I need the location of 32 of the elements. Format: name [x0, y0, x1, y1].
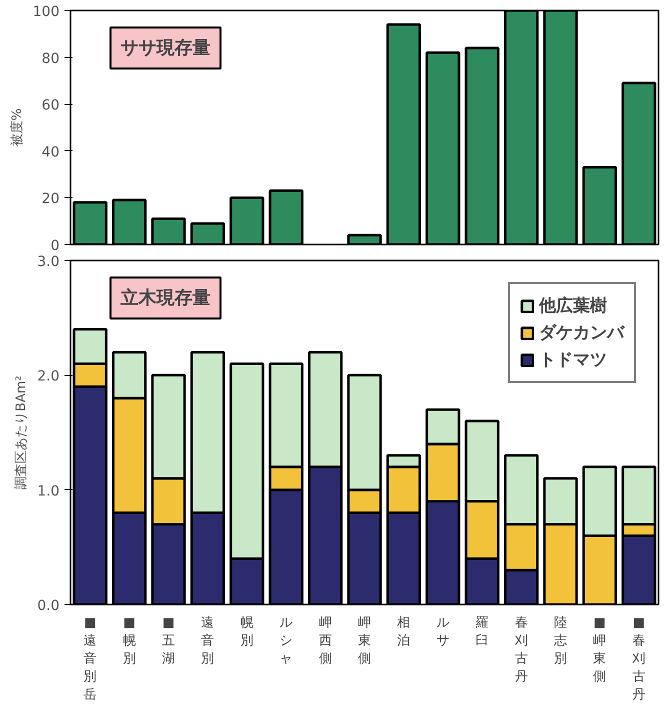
legend-label: ダケカンバ [539, 322, 624, 344]
x-tick-label: 羅臼 [476, 616, 489, 648]
y-tick-label: 1.0 [37, 483, 60, 500]
x-tick-label: ■遠音別岳 [84, 616, 97, 702]
x-tick-label: 岬西側 [318, 616, 332, 666]
y-tick-label: 0.0 [37, 598, 60, 614]
legend-label: 他広葉樹 [539, 295, 607, 317]
y-tick-label: 2.0 [37, 368, 60, 385]
x-tick-label: 陸志別 [554, 616, 567, 666]
x-tick-label: ■五湖 [162, 616, 175, 666]
x-tick-label: ルサ [436, 616, 450, 648]
y-axis-title: 被度% [8, 108, 25, 147]
y-tick-label: 3.0 [37, 254, 60, 270]
x-tick-label: ■春刈古丹 [631, 616, 646, 702]
x-tick-label: ■幌別 [122, 616, 136, 666]
x-tick-label: 遠音別 [201, 616, 214, 666]
y-axis-title: 調査区あたりBAm² [14, 376, 30, 490]
x-tick-label: 春刈古丹 [514, 616, 528, 684]
y-tick-label: 40 [42, 144, 60, 160]
y-tick-label: 20 [42, 191, 60, 208]
x-tick-label: 幌別 [240, 616, 254, 648]
y-tick-label: 100 [32, 4, 60, 20]
x-tick-label: 相泊 [397, 616, 410, 648]
legend-label: トドマツ [539, 349, 607, 371]
y-tick-label: 0 [50, 238, 60, 254]
y-tick-label: 60 [42, 98, 60, 114]
x-tick-label: ■岬東側 [593, 616, 606, 684]
text: 立木現存量 [120, 288, 210, 308]
x-tick-label: 岬東側 [358, 616, 371, 666]
y-tick-label: 80 [42, 50, 60, 67]
text: ササ現存量 [120, 38, 210, 58]
x-tick-label: ルシャ [280, 616, 293, 666]
